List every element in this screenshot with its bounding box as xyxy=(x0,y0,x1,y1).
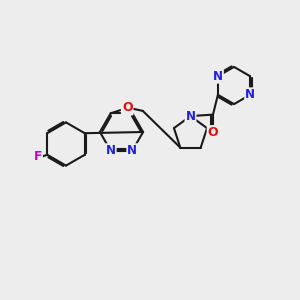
Text: N: N xyxy=(213,70,223,83)
Text: F: F xyxy=(33,150,42,163)
Text: O: O xyxy=(122,101,133,114)
Text: N: N xyxy=(185,110,196,123)
Text: N: N xyxy=(106,144,116,157)
Text: O: O xyxy=(208,126,218,139)
Text: N: N xyxy=(127,144,137,157)
Text: N: N xyxy=(245,88,255,101)
